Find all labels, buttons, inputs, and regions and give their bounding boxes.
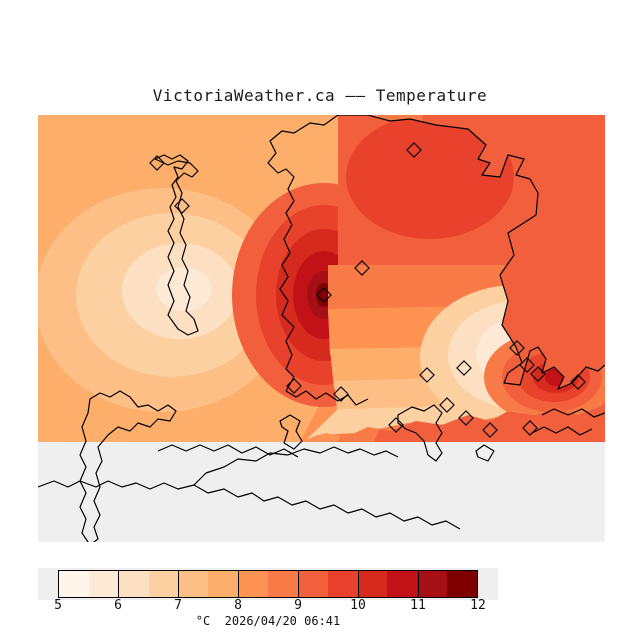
colorbar-band-8 <box>297 571 328 597</box>
colorbar-label-10: 10 <box>350 598 366 613</box>
colorbar-band-6 <box>238 571 269 597</box>
colorbar-band-10 <box>357 571 388 597</box>
colorbar-label-12: 12 <box>470 598 486 613</box>
colorbar-label-9: 9 <box>294 598 302 613</box>
colorbar-band-7 <box>268 571 298 597</box>
colorbar-band-9 <box>327 571 358 597</box>
colorbar-label-8: 8 <box>234 598 242 613</box>
colorbar-band-13 <box>447 571 478 597</box>
coastline-layer <box>38 115 605 542</box>
colorbar-gradient[interactable] <box>58 570 478 598</box>
colorbar-band-1 <box>88 571 119 597</box>
temperature-contour-map[interactable] <box>38 115 605 542</box>
colorbar-label-7: 7 <box>174 598 182 613</box>
station-marker-layer[interactable] <box>149 142 586 438</box>
colorbar-band-0 <box>59 571 89 597</box>
colorbar-tick-labels: 5 6 7 8 9 10 11 12 <box>38 598 498 616</box>
colorbar-band-4 <box>178 571 209 597</box>
colorbar: 5 6 7 8 9 10 11 12 °C 2026/04/20 06:41 <box>38 560 605 630</box>
colorbar-band-2 <box>118 571 149 597</box>
colorbar-band-12 <box>417 571 448 597</box>
colorbar-band-3 <box>148 571 179 597</box>
colorbar-caption: °C 2026/04/20 06:41 <box>195 614 341 628</box>
colorbar-band-5 <box>208 571 239 597</box>
map-panel[interactable] <box>38 115 605 542</box>
colorbar-label-5: 5 <box>54 598 62 613</box>
colorbar-label-6: 6 <box>114 598 122 613</box>
page-title: VictoriaWeather.ca —— Temperature <box>152 86 488 105</box>
colorbar-band-11 <box>387 571 418 597</box>
colorbar-label-11: 11 <box>410 598 426 613</box>
